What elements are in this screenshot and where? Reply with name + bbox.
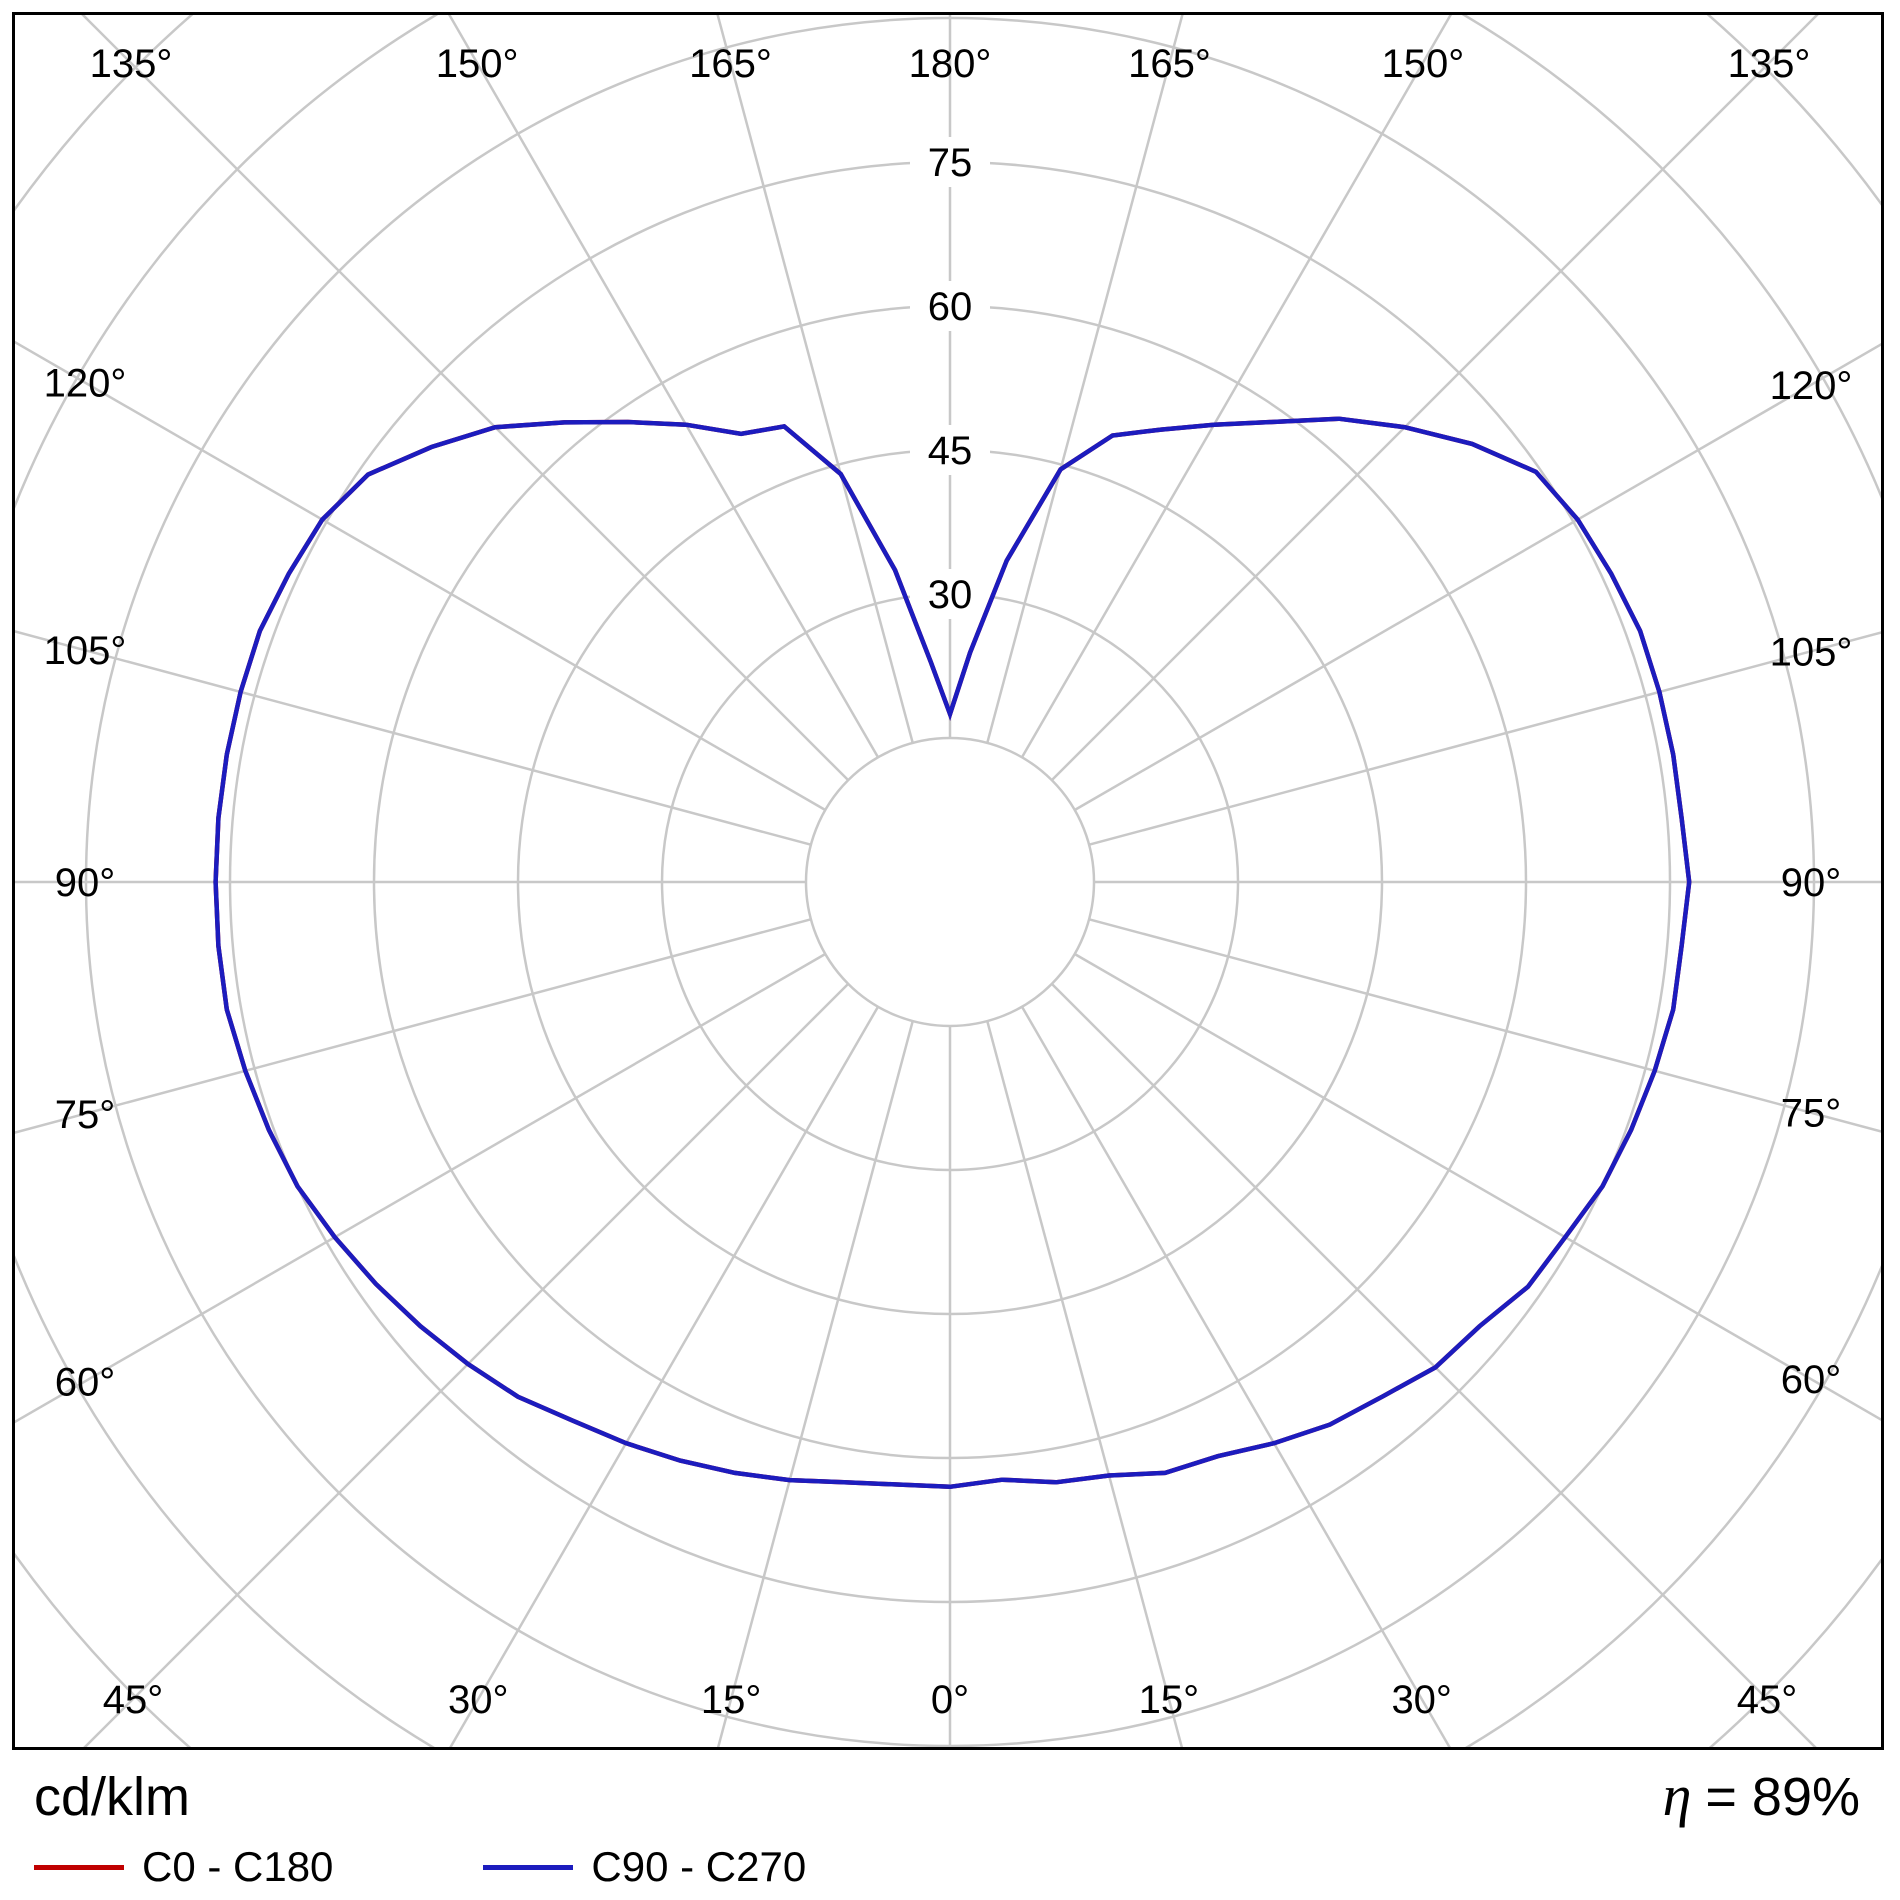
angle-label: 180° xyxy=(909,42,992,86)
grid-spoke xyxy=(1074,952,1881,1421)
radial-label-chip xyxy=(910,281,990,331)
angle-label: 120° xyxy=(1770,364,1853,408)
radial-label-chip xyxy=(910,425,990,475)
angle-label: 165° xyxy=(1128,42,1211,86)
grid-spoke xyxy=(1050,982,1817,1747)
grid-spoke xyxy=(15,918,812,1134)
efficiency-label: η = 89% xyxy=(1663,1762,1860,1829)
angle-label: 45° xyxy=(1737,1678,1798,1722)
legend-line-red xyxy=(34,1864,124,1870)
grid-spoke xyxy=(1088,631,1881,846)
grid-ring xyxy=(804,736,1096,1028)
angle-label: 150° xyxy=(1381,42,1464,86)
polar-chart-frame: 0° 15° 15° 30° 30° 45° 45° 60° 60° 75° 75° 90° 90° 10… xyxy=(12,12,1884,1750)
radial-label-chip xyxy=(910,137,990,187)
angle-label: 30° xyxy=(1391,1678,1452,1722)
legend-item-c90-c270: C90 - C270 xyxy=(483,1843,806,1891)
angle-label: 75° xyxy=(55,1093,116,1137)
grid-spoke xyxy=(986,15,1184,744)
grid-spoke xyxy=(15,952,826,1424)
angle-label: 90° xyxy=(1781,861,1842,905)
footer-top-row: cd/klm η = 89% xyxy=(12,1756,1888,1829)
angle-label: 105° xyxy=(1770,630,1853,674)
grid-spoke xyxy=(986,1020,1184,1747)
angle-label: 45° xyxy=(103,1678,164,1722)
radial-label: 30 xyxy=(928,573,973,617)
grid-spoke xyxy=(716,1020,914,1747)
grid-spoke xyxy=(1050,15,1819,782)
angle-label: 60° xyxy=(1781,1358,1842,1402)
radial-label: 60 xyxy=(928,285,973,329)
grid-spoke xyxy=(1020,1006,1451,1747)
radial-label: 75 xyxy=(928,141,973,185)
grid-spoke xyxy=(1088,918,1881,1133)
angle-label: 150° xyxy=(436,42,519,86)
angle-label: 105° xyxy=(44,629,127,673)
grid-spoke xyxy=(83,982,850,1747)
units-label: cd/klm xyxy=(34,1767,191,1827)
grid-spoke xyxy=(15,340,826,812)
angle-label: 165° xyxy=(689,42,772,86)
grid-spoke xyxy=(447,15,880,758)
angle-label: 0° xyxy=(931,1678,969,1722)
grid-spoke xyxy=(716,15,914,744)
grid-spoke xyxy=(15,630,812,846)
angle-label: 135° xyxy=(1728,42,1811,86)
angle-label: 60° xyxy=(55,1360,116,1404)
angle-label: 15° xyxy=(701,1678,762,1722)
angle-label: 75° xyxy=(1781,1092,1842,1136)
legend-line-blue xyxy=(483,1864,574,1870)
footer: cd/klm η = 89% C0 - C180 C90 - C270 xyxy=(12,1756,1888,1896)
legend-label-c90-c270: C90 - C270 xyxy=(591,1843,807,1890)
legend: C0 - C180 C90 - C270 xyxy=(12,1843,1888,1891)
radial-label: 45 xyxy=(928,429,973,473)
angle-label: 90° xyxy=(55,861,116,905)
curve-c90-c270 xyxy=(213,416,1692,1490)
polar-chart: 0° 15° 15° 30° 30° 45° 45° 60° 60° 75° 75° 90° 90° 10… xyxy=(15,15,1881,1747)
grid-spoke xyxy=(449,1006,880,1747)
angle-label: 30° xyxy=(448,1678,509,1722)
angle-label: 120° xyxy=(44,362,127,406)
grid-spoke xyxy=(1074,343,1881,812)
legend-label-c0-c180: C0 - C180 xyxy=(142,1843,334,1890)
grid-spoke xyxy=(81,15,850,782)
radial-label-chip xyxy=(910,569,990,619)
eta-symbol: η xyxy=(1662,1763,1692,1828)
angle-label: 15° xyxy=(1139,1678,1200,1722)
legend-item-c0-c180: C0 - C180 xyxy=(34,1843,333,1891)
angle-label: 135° xyxy=(90,42,173,86)
eta-value: = 89% xyxy=(1705,1767,1860,1827)
grid-spoke xyxy=(1020,15,1453,758)
